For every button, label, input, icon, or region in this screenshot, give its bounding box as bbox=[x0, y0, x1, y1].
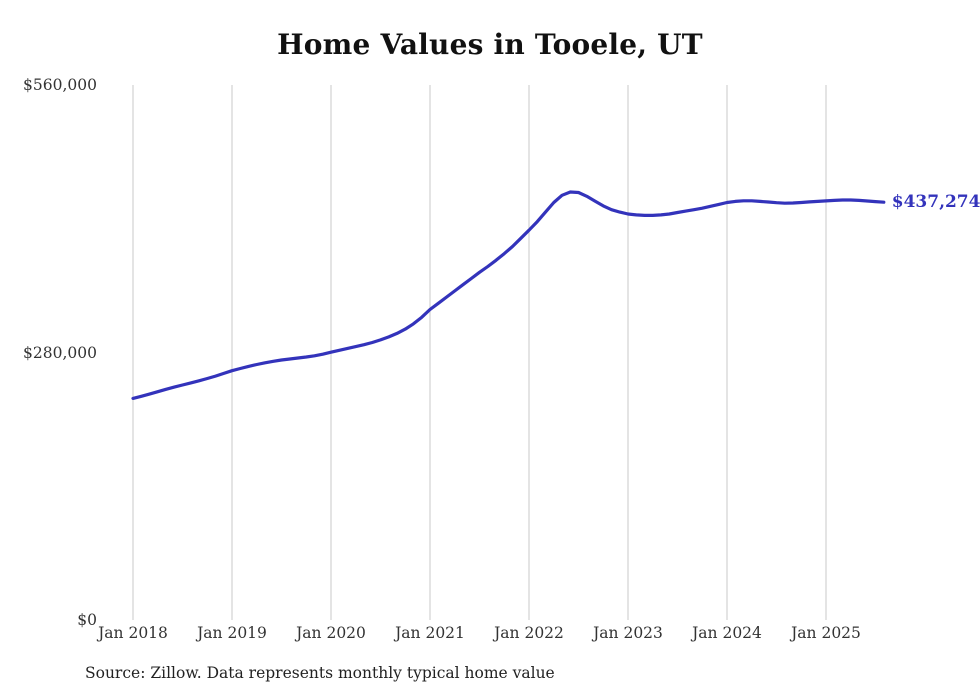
x-tick-label: Jan 2020 bbox=[296, 624, 366, 642]
chart-title: Home Values in Tooele, UT bbox=[277, 28, 703, 61]
y-tick-label: $0 bbox=[77, 611, 97, 629]
y-tick-label: $280,000 bbox=[23, 343, 97, 362]
x-tick-label: Jan 2022 bbox=[494, 624, 564, 642]
home-value-line bbox=[131, 190, 886, 400]
x-tick-label: Jan 2024 bbox=[692, 624, 762, 642]
x-tick-label: Jan 2021 bbox=[395, 624, 465, 642]
x-tick-label: Jan 2023 bbox=[593, 624, 663, 642]
y-tick-label: $560,000 bbox=[23, 76, 97, 94]
x-tick-label: Jan 2019 bbox=[197, 624, 267, 642]
source-note: Source: Zillow. Data represents monthly … bbox=[85, 664, 555, 682]
x-tick-label: Jan 2018 bbox=[98, 624, 168, 642]
x-tick-label: Jan 2025 bbox=[791, 624, 861, 642]
value-end-label: $437,274 bbox=[891, 192, 980, 213]
